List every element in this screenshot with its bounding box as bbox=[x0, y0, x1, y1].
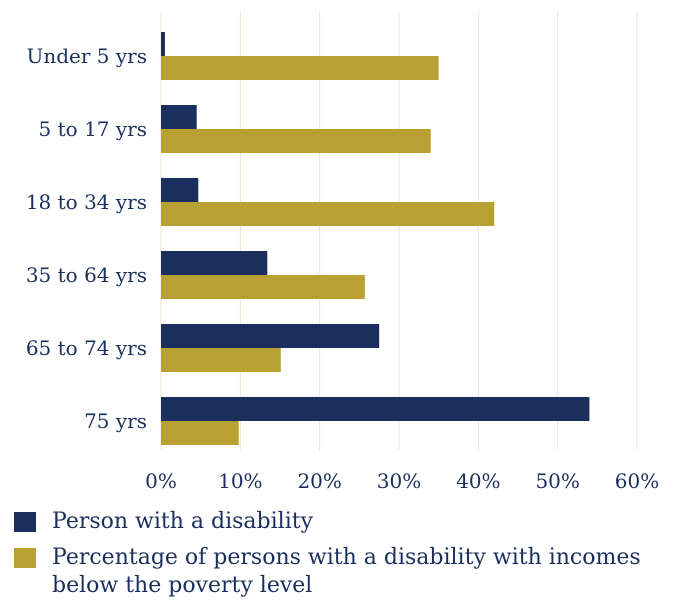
legend-item-disability: Person with a disability bbox=[14, 508, 654, 536]
x-tick-label: 20% bbox=[297, 469, 341, 493]
x-tick-label: 60% bbox=[615, 469, 659, 493]
legend-label-poverty: Percentage of persons with a disability … bbox=[52, 545, 641, 598]
bar-disability bbox=[161, 178, 199, 202]
category-label: 35 to 64 yrs bbox=[26, 263, 147, 287]
category-label: Under 5 yrs bbox=[27, 44, 148, 68]
bar-poverty bbox=[161, 202, 495, 226]
bar-disability bbox=[161, 251, 268, 275]
bar-poverty bbox=[161, 348, 281, 372]
x-tick-label: 40% bbox=[456, 469, 500, 493]
category-label: 75 yrs bbox=[84, 409, 147, 433]
category-labels: Under 5 yrs 5 to 17 yrs 18 to 34 yrs 35 to … bbox=[26, 44, 147, 433]
legend-item-poverty: Percentage of persons with a disability … bbox=[14, 544, 654, 600]
x-tick-labels: 0% 10% 20% 30% 40% 50% 60% bbox=[145, 469, 659, 493]
legend-swatch-disability bbox=[14, 512, 36, 532]
bar-disability bbox=[161, 105, 197, 129]
legend-swatch-poverty bbox=[14, 548, 36, 568]
legend: Person with a disability Percentage of p… bbox=[14, 508, 654, 608]
category-label: 18 to 34 yrs bbox=[26, 190, 147, 214]
grid-lines bbox=[160, 12, 638, 450]
bar-poverty bbox=[161, 421, 239, 445]
x-tick-label: 50% bbox=[535, 469, 579, 493]
bar-poverty bbox=[161, 129, 431, 153]
bar-disability bbox=[161, 32, 165, 56]
x-tick-label: 10% bbox=[218, 469, 262, 493]
x-tick-label: 0% bbox=[145, 469, 177, 493]
bar-chart: Under 5 yrs 5 to 17 yrs 18 to 34 yrs 35 to … bbox=[26, 12, 659, 493]
legend-label-disability: Person with a disability bbox=[52, 509, 314, 534]
bar-poverty bbox=[161, 275, 365, 299]
category-label: 5 to 17 yrs bbox=[39, 117, 147, 141]
bars bbox=[161, 32, 590, 445]
category-label: 65 to 74 yrs bbox=[26, 336, 147, 360]
bar-disability bbox=[161, 324, 380, 348]
bar-poverty bbox=[161, 56, 439, 80]
bar-disability bbox=[161, 397, 590, 421]
x-tick-label: 30% bbox=[377, 469, 421, 493]
